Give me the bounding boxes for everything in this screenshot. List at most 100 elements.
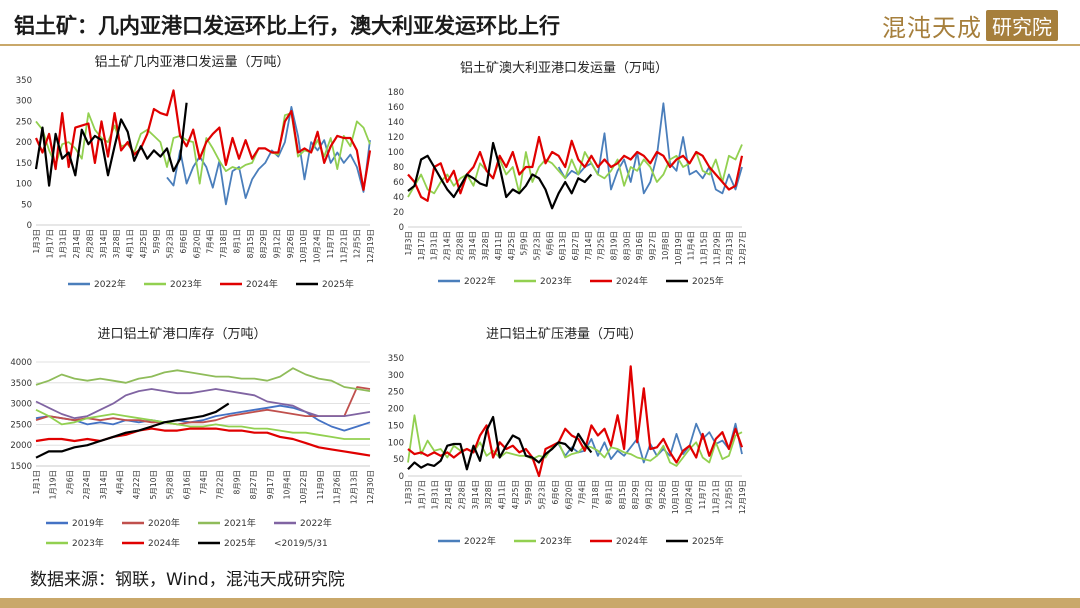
x-tick-label: 12月19日 [366,229,375,263]
x-tick-label: 6月16日 [182,470,191,499]
x-tick-label: 4月22日 [132,470,141,499]
x-tick-label: 4月25日 [511,480,520,509]
x-tick-label: 8月9日 [232,470,241,495]
x-tick-label: 10月24日 [313,229,322,263]
series-line-2019年 [35,404,371,432]
chart-svg: 铝土矿几内亚港口发运量（万吨） 0 50 100 150 200 250 300 350 1月3日… [16,54,375,290]
x-tick-label: 11月21日 [711,480,720,514]
footer-bar [0,598,1080,608]
x-tick-label: 6月20日 [192,229,201,258]
series-line-2025年 [407,141,593,210]
legend-label: 2025年 [692,275,724,287]
legend-note: <2019/5/31 [274,539,328,549]
series-line-2025年 [34,102,188,187]
brand-logo: 混沌天成 研究院 [882,8,1058,42]
chart-australia-shipments: 铝土矿澳大利亚港口发运量（万吨） 0 20 40 60 80 100 120 140 160 180… [378,56,750,302]
x-tick-label: 7月22日 [216,470,225,499]
y-tick-label: 50 [393,455,404,465]
x-tick-label: 6月6日 [179,229,188,254]
chart-svg: 铝土矿澳大利亚港口发运量（万吨） 0 20 40 60 80 100 120 140 160 180… [388,60,747,287]
y-tick-label: 0 [27,221,32,231]
page-title: 铝土矿：几内亚港口发运环比上行，澳大利亚发运环比上行 [14,14,560,38]
y-tick-label: 160 [388,103,404,113]
x-tick-label: 11月9日 [316,470,325,499]
y-tick-label: 120 [388,133,404,143]
x-tick-label: 7月14日 [584,231,593,260]
x-tick-label: 4月4日 [116,470,125,495]
y-tick-label: 180 [388,88,404,98]
x-tick-label: 6月13日 [558,231,567,260]
chart-guinea-shipments: 铝土矿几内亚港口发运量（万吨） 0 50 100 150 200 250 300 350 1月3日… [6,52,378,302]
x-tick-label: 12月27日 [738,231,747,265]
legend-label: 2025年 [692,535,724,547]
y-tick-label: 60 [393,178,404,188]
chart-title: 进口铝土矿压港量（万吨） [486,327,642,342]
y-tick-label: 0 [399,223,404,233]
series-line-2025年 [35,402,230,459]
legend-label: 2019年 [72,517,104,529]
x-tick-label: 10月8日 [661,231,670,260]
series-line-2025年 [407,415,593,471]
x-tick-label: 3月14日 [468,231,477,260]
x-tick-label: 4月25日 [139,229,148,258]
x-tick-label: 5月9日 [520,231,529,256]
series-line-2024年 [34,89,372,191]
x-tick-label: 1月3日 [32,229,41,254]
x-tick-label: 4月11日 [126,229,135,258]
x-tick-label: 8月30日 [622,231,631,260]
x-tick-label: 10月19日 [674,231,683,265]
legend-label: 2022年 [94,278,126,290]
legend-label: 2021年 [224,517,256,529]
y-tick-label: 250 [388,388,404,398]
x-tick-label: 7月18日 [591,480,600,509]
logo-main-text: 混沌天成 [882,13,982,42]
legend-label: 2025年 [224,537,256,549]
x-tick-label: 4月11日 [498,480,507,509]
x-tick-label: 11月26日 [333,470,342,504]
x-tick-label: 2月6日 [65,470,74,495]
x-tick-label: 6月6日 [545,231,554,256]
chart-title: 进口铝土矿港口库存（万吨） [97,326,266,342]
x-tick-label: 5月10日 [149,470,158,499]
y-tick-label: 300 [388,371,404,381]
x-tick-label: 9月27日 [648,231,657,260]
x-tick-label: 12月13日 [725,231,734,265]
data-source-note: 数据来源：钢联，Wind，混沌天成研究院 [30,570,345,590]
x-tick-label: 2月28日 [455,231,464,260]
x-tick-label: 3月14日 [99,229,108,258]
legend-label: 2024年 [148,537,180,549]
x-tick-label: 7月4日 [199,470,208,495]
x-tick-label: 7月4日 [206,229,215,254]
x-tick-label: 8月15日 [618,480,627,509]
x-tick-label: 2月28日 [457,480,466,509]
y-tick-label: 300 [16,97,32,107]
series-line-2024年 [407,135,744,202]
x-tick-label: 6月20日 [564,480,573,509]
x-tick-label: 9月17日 [266,470,275,499]
x-tick-label: 10月4日 [283,470,292,499]
x-tick-label: 1月31日 [59,229,68,258]
x-tick-label: 11月15日 [699,231,708,265]
x-tick-label: 7月18日 [219,229,228,258]
y-tick-label: 150 [16,159,32,169]
y-tick-label: 350 [16,76,32,86]
x-tick-label: 5月23日 [538,480,547,509]
x-tick-label: 8月27日 [249,470,258,499]
x-tick-label: 10月24日 [685,480,694,514]
x-tick-label: 10月10日 [299,229,308,263]
x-tick-label: 9月26日 [658,480,667,509]
x-tick-label: 8月29日 [631,480,640,509]
x-tick-label: 1月19日 [49,470,58,499]
x-tick-label: 10月22日 [299,470,308,504]
y-tick-label: 200 [16,138,32,148]
legend-label: 2024年 [246,278,278,290]
x-tick-label: 11月29日 [712,231,721,265]
x-tick-label: 8月29日 [259,229,268,258]
x-tick-label: 12月19日 [738,480,747,514]
x-tick-label: 1月31日 [430,231,439,260]
x-tick-label: 3月28日 [484,480,493,509]
x-tick-label: 12月30日 [366,470,375,504]
header-rule [0,44,1080,46]
x-tick-label: 3月14日 [99,470,108,499]
legend-label: 2023年 [540,535,572,547]
